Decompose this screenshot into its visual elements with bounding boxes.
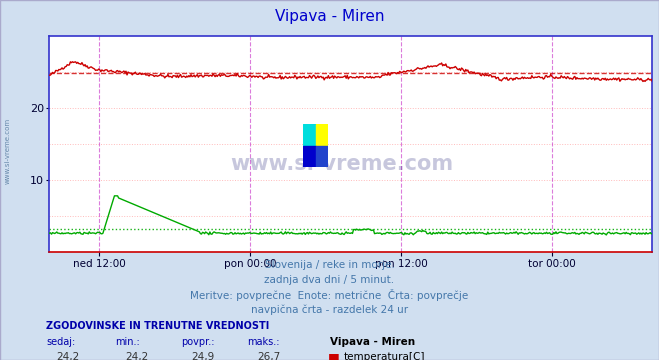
Text: maks.:: maks.: bbox=[247, 337, 279, 347]
Bar bbox=[303, 146, 316, 167]
Text: www.si-vreme.com: www.si-vreme.com bbox=[5, 118, 11, 184]
Bar bbox=[316, 124, 328, 146]
Bar bbox=[303, 124, 316, 146]
Text: sedaj:: sedaj: bbox=[46, 337, 75, 347]
Text: 24,9: 24,9 bbox=[191, 352, 214, 360]
Text: temperatura[C]: temperatura[C] bbox=[344, 352, 426, 360]
Text: 24,2: 24,2 bbox=[125, 352, 148, 360]
Text: min.:: min.: bbox=[115, 337, 140, 347]
Text: navpična črta - razdelek 24 ur: navpična črta - razdelek 24 ur bbox=[251, 305, 408, 315]
Text: www.si-vreme.com: www.si-vreme.com bbox=[231, 154, 453, 174]
Text: 26,7: 26,7 bbox=[257, 352, 280, 360]
Text: zadnja dva dni / 5 minut.: zadnja dva dni / 5 minut. bbox=[264, 275, 395, 285]
Text: Vipava - Miren: Vipava - Miren bbox=[275, 9, 384, 24]
Text: ZGODOVINSKE IN TRENUTNE VREDNOSTI: ZGODOVINSKE IN TRENUTNE VREDNOSTI bbox=[46, 321, 270, 331]
Bar bbox=[316, 146, 328, 167]
Text: povpr.:: povpr.: bbox=[181, 337, 215, 347]
Text: Slovenija / reke in morje.: Slovenija / reke in morje. bbox=[264, 260, 395, 270]
Text: ■: ■ bbox=[328, 351, 340, 360]
Text: Vipava - Miren: Vipava - Miren bbox=[330, 337, 415, 347]
Text: Meritve: povprečne  Enote: metrične  Črta: povprečje: Meritve: povprečne Enote: metrične Črta:… bbox=[190, 289, 469, 301]
Text: 24,2: 24,2 bbox=[56, 352, 79, 360]
